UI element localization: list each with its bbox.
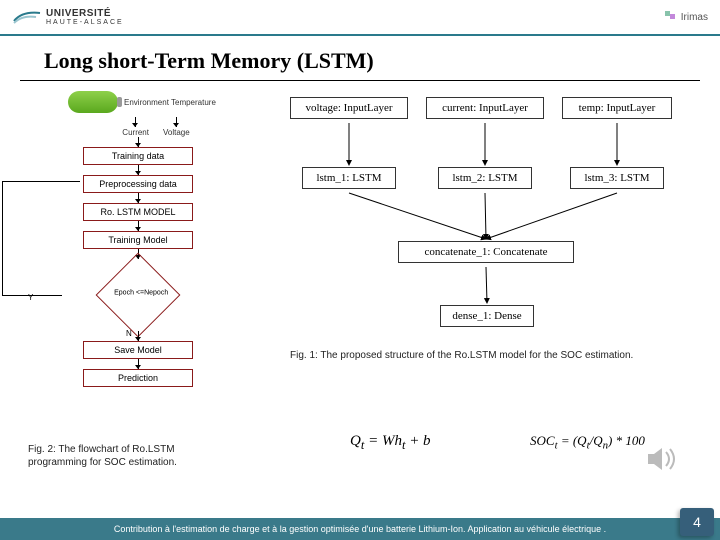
flowchart-left: Environment Temperature Current Voltage …	[28, 91, 248, 387]
net-node-temp: temp: InputLayer	[562, 97, 672, 119]
equation-qt: Qt = Wht + b	[350, 433, 431, 453]
speaker-icon	[644, 444, 680, 479]
logo-swoosh-icon	[12, 7, 42, 27]
slide-content: Environment Temperature Current Voltage …	[0, 87, 720, 507]
lab-name: Irimas	[681, 12, 708, 23]
fig2-caption: Fig. 2: The flowchart of Ro.LSTM program…	[28, 443, 218, 469]
lab-icon	[664, 10, 678, 24]
net-node-dense: dense_1: Dense	[440, 305, 534, 327]
env-temp-label: Environment Temperature	[124, 98, 216, 107]
net-node-voltage: voltage: InputLayer	[290, 97, 408, 119]
slide-header: UNIVERSITÉ HAUTE-ALSACE Irimas	[0, 0, 720, 36]
network-diagram: voltage: InputLayer current: InputLayer te…	[280, 91, 690, 341]
net-node-concat: concatenate_1: Concatenate	[398, 241, 574, 263]
equation-soc: SOCt = (Qt/Qn) * 100	[530, 433, 645, 452]
fig1-caption: Fig. 1: The proposed structure of the Ro…	[290, 349, 650, 362]
battery-icon	[68, 91, 118, 113]
page-number: 4	[680, 508, 714, 536]
footer-text: Contribution à l'estimation de charge et…	[114, 524, 606, 534]
network-edges	[280, 91, 690, 341]
lab-logo: Irimas	[664, 10, 708, 24]
university-logo: UNIVERSITÉ HAUTE-ALSACE	[12, 7, 124, 27]
net-node-lstm1: lstm_1: LSTM	[302, 167, 396, 189]
net-node-lstm3: lstm_3: LSTM	[570, 167, 664, 189]
net-node-lstm2: lstm_2: LSTM	[438, 167, 532, 189]
uni-name-bot: HAUTE-ALSACE	[46, 19, 124, 26]
slide-title: Long short-Term Memory (LSTM)	[20, 36, 700, 81]
flow-decision: Epoch <=Nepoch	[96, 253, 181, 338]
net-node-current: current: InputLayer	[426, 97, 544, 119]
branch-no: N	[126, 329, 132, 338]
uni-name-top: UNIVERSITÉ	[46, 9, 124, 19]
slide-footer: Contribution à l'estimation de charge et…	[0, 518, 720, 540]
